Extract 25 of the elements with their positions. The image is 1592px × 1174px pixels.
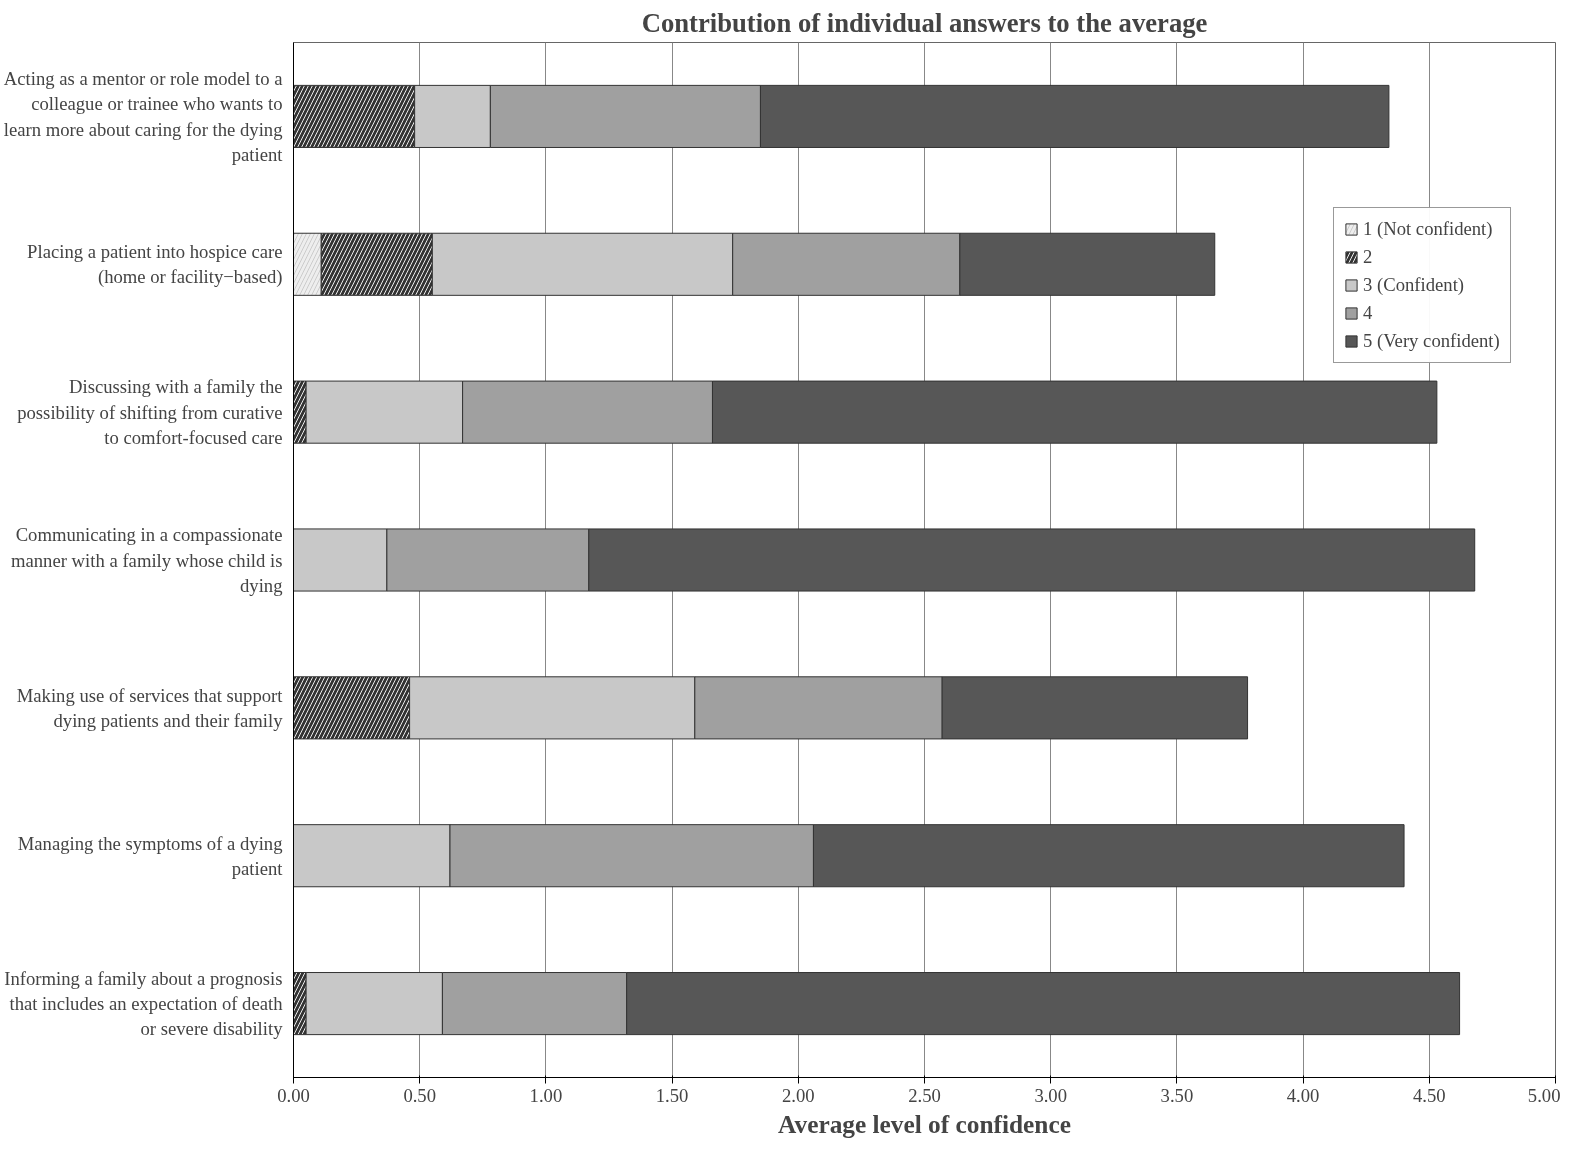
legend-label: 4 — [1363, 302, 1374, 324]
x-tick-label: 4.50 — [1412, 1084, 1446, 1106]
x-tick-label: 3.00 — [1034, 1084, 1068, 1106]
chart-title: Contribution of individual answers to the average — [641, 7, 1208, 38]
y-tick-label: Discussing with a family the possibility of shifting from curative to comfort-focused care — [17, 376, 283, 448]
y-tick-label: Acting as a mentor or role model to a colleague or trainee who wants to learn more about caring for the dying patient — [3, 68, 284, 165]
x-tick-label: 5.00 — [1527, 1084, 1561, 1106]
y-tick-label: Informing a family about a prognosis that includes an expectation of death or severe disability — [4, 967, 284, 1040]
x-tick-label: 4.00 — [1286, 1084, 1320, 1106]
x-tick-label: 0.50 — [403, 1084, 437, 1106]
y-tick-label: Placing a patient into hospice care (home or facility−based) — [27, 241, 283, 289]
legend-label: 3 (Confident) — [1363, 274, 1465, 296]
x-tick-label: 0.00 — [277, 1084, 310, 1106]
y-tick-label: Communicating in a compassionate manner with a family whose child is dying — [11, 524, 283, 596]
legend-label: 5 (Very confident) — [1363, 330, 1500, 352]
x-tick-label: 2.00 — [781, 1084, 815, 1106]
x-tick-label: 1.50 — [655, 1084, 689, 1106]
x-axis-title: Average level of confidence — [778, 1109, 1071, 1138]
x-tick-label: 2.50 — [908, 1084, 941, 1106]
legend-label: 2 — [1363, 246, 1374, 268]
legend-label: 1 (Not confident) — [1363, 218, 1493, 240]
x-tick-label: 3.50 — [1160, 1084, 1194, 1106]
x-tick-label: 1.00 — [529, 1084, 563, 1106]
y-tick-label: Making use of services that support dying patients and their family — [16, 684, 284, 731]
y-tick-label: Managing the symptoms of a dying patient — [17, 832, 284, 879]
